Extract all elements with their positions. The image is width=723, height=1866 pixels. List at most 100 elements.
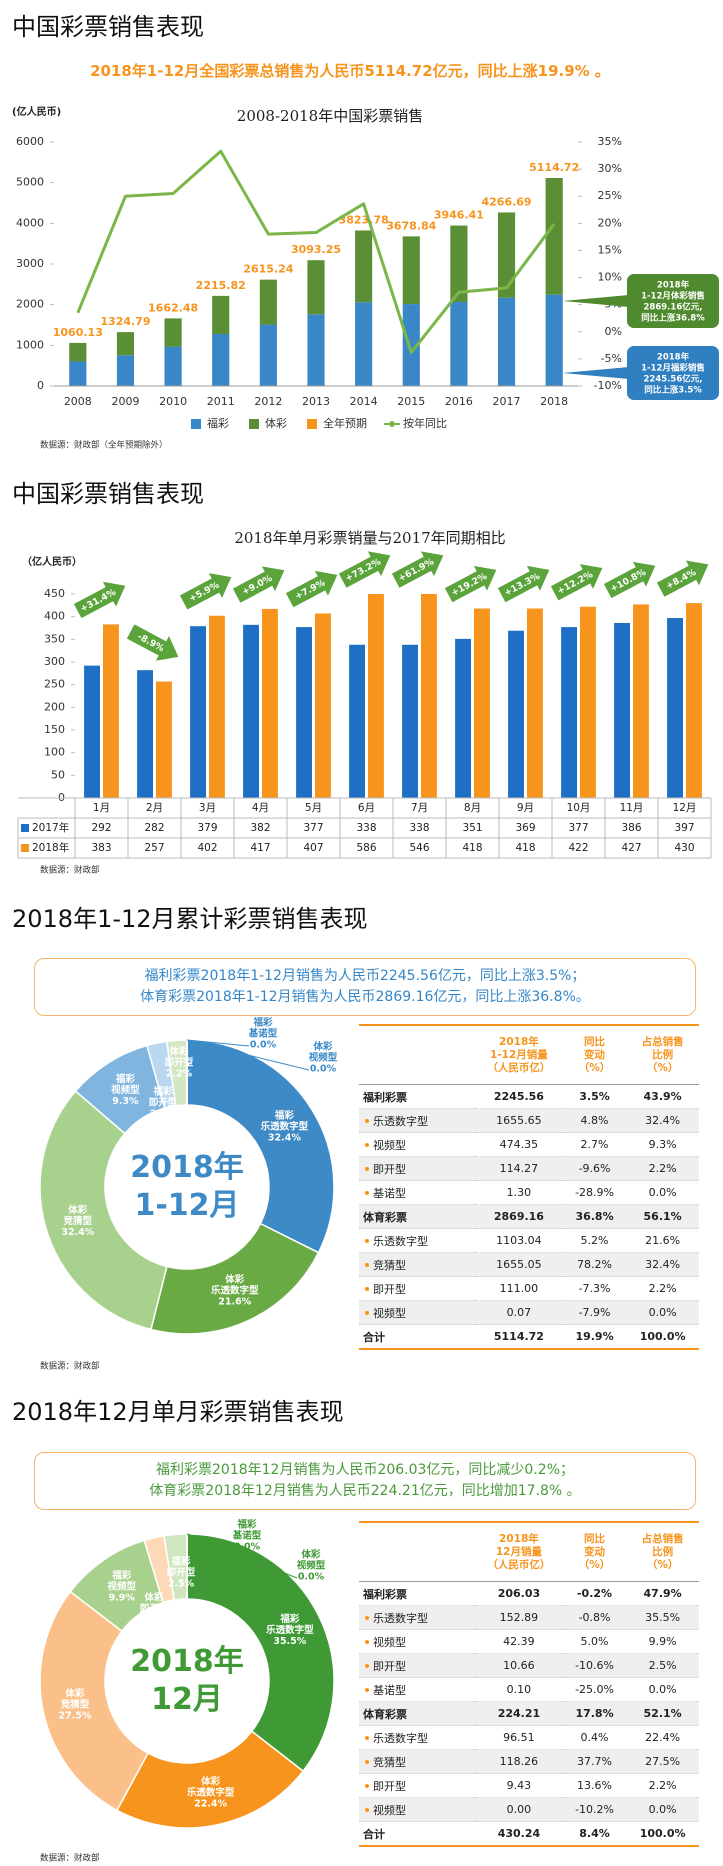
- slice-group: 福彩: [252, 1017, 273, 1029]
- slice-label: 基诺型: [232, 1530, 262, 1542]
- x-tick-label: 12月: [673, 802, 697, 814]
- y2-tick-label: 30%: [598, 162, 622, 175]
- y-tick-label: 4000: [16, 216, 44, 229]
- item-value: 0.10: [475, 1677, 563, 1702]
- item-name: 即开型: [359, 1156, 475, 1181]
- axis-label: (亿人民币): [12, 105, 61, 118]
- table-row: 体育彩票 2869.16 36.8% 56.1%: [359, 1204, 699, 1229]
- group-name: 体育彩票: [359, 1701, 475, 1726]
- x-tick-label: 1月: [93, 802, 110, 814]
- item-value: -10.6%: [562, 1653, 627, 1678]
- y2-tick-label: 0%: [605, 325, 622, 338]
- sales-table: 2018年 1-12月销量 （人民币亿） 同比 变动 （%） 占总销售 比例 （%）…: [359, 1024, 699, 1350]
- donut-slice: [186, 1039, 335, 1254]
- item-name: 即开型: [359, 1653, 475, 1678]
- slice-group: 体彩: [66, 1687, 86, 1699]
- table-value: 292: [91, 822, 111, 834]
- item-value: -28.9%: [562, 1180, 627, 1205]
- bar: [561, 627, 577, 798]
- summary-line: 体育彩票2018年1-12月销售为人民币2869.16亿元，同比上涨36.8%。: [140, 989, 590, 1005]
- item-value: 4.8%: [562, 1108, 627, 1133]
- table-row: 乐透数字型 1655.65 4.8% 32.4%: [359, 1108, 699, 1133]
- header-cell: 占总销售 比例 （%）: [626, 1025, 699, 1085]
- y2-tick-label: 25%: [598, 189, 622, 202]
- bar: [137, 670, 153, 798]
- source-note: 数据源：财政部: [40, 1853, 100, 1864]
- table-value: 257: [144, 842, 164, 854]
- bar-segment: [497, 297, 516, 386]
- x-tick-label: 2012: [254, 395, 282, 408]
- item-name: 乐透数字型: [359, 1725, 475, 1750]
- total-value: 100.0%: [626, 1324, 699, 1350]
- header-cell: 2018年 1-12月销量 （人民币亿）: [475, 1025, 563, 1085]
- bar: [315, 613, 331, 798]
- total-label: 5114.72: [529, 161, 579, 174]
- legend-swatch: [307, 419, 317, 429]
- table-value: 417: [250, 842, 270, 854]
- group-value: 17.8%: [562, 1701, 627, 1726]
- arrow: [391, 551, 444, 588]
- x-tick-label: 2011: [207, 395, 235, 408]
- donut-slice: [39, 1590, 149, 1812]
- item-name: 竞猜型: [359, 1749, 475, 1774]
- item-value: 9.43: [475, 1773, 563, 1798]
- table-value: 586: [356, 842, 376, 854]
- item-value: 1.30: [475, 1180, 563, 1205]
- x-tick-label: 2016: [445, 395, 473, 408]
- change-arrow: +19.2%: [444, 565, 497, 603]
- table-row: 竞猜型 118.26 37.7% 27.5%: [359, 1749, 699, 1774]
- header-cell: 同比 变动 （%）: [562, 1522, 627, 1582]
- total-label: 4266.69: [481, 195, 531, 208]
- bar-segment: [212, 295, 230, 335]
- bar-segment: [259, 279, 277, 325]
- item-value: -7.3%: [562, 1276, 627, 1301]
- slice-group: 体彩: [144, 1592, 164, 1604]
- item-value: 152.89: [475, 1605, 563, 1630]
- item-value: 96.51: [475, 1725, 563, 1750]
- chart-title: 2018年单月彩票销量与2017年同期相比: [234, 529, 505, 547]
- slice-value: 0.0%: [234, 1542, 261, 1553]
- group-value: 224.21: [475, 1701, 563, 1726]
- bar-segment: [164, 346, 182, 386]
- slice-label: 乐透数字型: [211, 1285, 259, 1297]
- group-value: 43.9%: [626, 1084, 699, 1109]
- bar: [580, 606, 596, 798]
- slice-value: 22.4%: [194, 1799, 227, 1810]
- table-row: 乐透数字型 1103.04 5.2% 21.6%: [359, 1228, 699, 1253]
- slice-value: 27.5%: [59, 1710, 92, 1721]
- total-label: 3678.84: [386, 219, 436, 232]
- bar: [368, 594, 384, 798]
- slice-group: 体彩: [225, 1274, 245, 1286]
- bar: [84, 665, 100, 798]
- bar-segment: [355, 302, 373, 386]
- header-row: 2018年 1-12月销量 （人民币亿） 同比 变动 （%） 占总销售 比例 （%）: [359, 1025, 699, 1085]
- slice-label: 视频型: [309, 1052, 338, 1064]
- table-row: 即开型 114.27 -9.6% 2.2%: [359, 1156, 699, 1181]
- table-value: 418: [515, 842, 535, 854]
- bar-segment: [116, 355, 135, 386]
- x-tick-label: 6月: [358, 802, 375, 814]
- donut-slice: [150, 1222, 320, 1335]
- legend-swatch: [191, 419, 201, 429]
- arrow: [603, 561, 656, 599]
- change-arrow: +12.2%: [550, 564, 603, 601]
- change-arrow: +8.4%: [656, 560, 709, 597]
- slice-group: 体彩: [169, 1046, 189, 1058]
- bar: [156, 681, 172, 798]
- callout-text: 2018年 1-12月福彩销售 2245.56亿元,同比上涨3.5%: [641, 351, 705, 395]
- legend-swatch: [21, 844, 29, 852]
- item-name: 视频型: [359, 1132, 475, 1157]
- header-cell: 2018年 12月销量 （人民币亿）: [475, 1522, 563, 1582]
- bar: [455, 638, 471, 798]
- table-row: 合计 430.24 8.4% 100.0%: [359, 1821, 699, 1847]
- item-value: 2.2%: [626, 1773, 699, 1798]
- total-value: 430.24: [475, 1821, 563, 1847]
- table-value: 546: [409, 842, 429, 854]
- slice-group: 体彩: [201, 1776, 221, 1788]
- y-tick-label: 400: [44, 610, 65, 623]
- slice-value: 0.0%: [310, 1064, 337, 1075]
- item-value: 37.7%: [562, 1749, 627, 1774]
- slice-label: 基诺型: [248, 1028, 278, 1040]
- item-value: 78.2%: [562, 1252, 627, 1277]
- slice-group: 福彩: [152, 1086, 173, 1098]
